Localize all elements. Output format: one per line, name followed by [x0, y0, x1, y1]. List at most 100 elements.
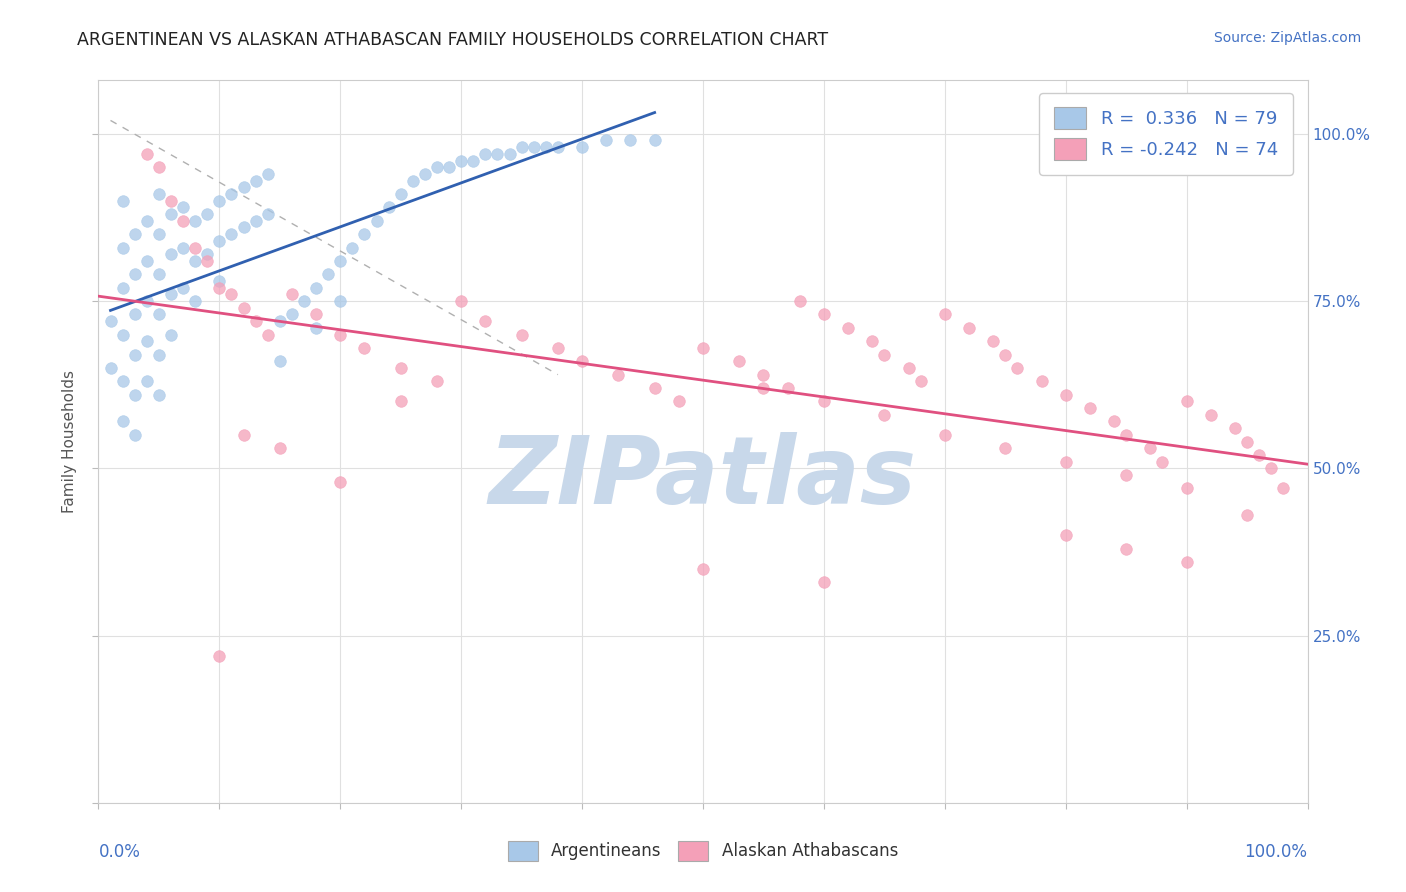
Point	[547, 140, 569, 154]
Point	[292, 294, 315, 309]
Point	[510, 327, 533, 342]
Point	[595, 134, 617, 148]
Point	[437, 161, 460, 175]
Point	[329, 294, 352, 309]
Point	[377, 201, 399, 215]
Point	[281, 287, 304, 301]
Point	[160, 247, 183, 261]
Point	[510, 140, 533, 154]
Point	[1054, 528, 1077, 542]
Point	[981, 334, 1004, 349]
Point	[245, 214, 267, 228]
Point	[1054, 387, 1077, 401]
Point	[402, 173, 425, 188]
Point	[281, 307, 304, 322]
Point	[1223, 421, 1246, 435]
Point	[1199, 408, 1222, 422]
Point	[1175, 482, 1198, 496]
Point	[232, 220, 254, 235]
Point	[172, 241, 194, 255]
Point	[389, 187, 412, 202]
Point	[728, 354, 751, 368]
Point	[184, 254, 207, 268]
Point	[837, 321, 859, 335]
Point	[1175, 394, 1198, 409]
Point	[910, 375, 932, 389]
Point	[692, 341, 714, 355]
Point	[813, 575, 835, 590]
Point	[873, 348, 896, 362]
Point	[450, 153, 472, 168]
Point	[256, 207, 278, 221]
Text: ARGENTINEAN VS ALASKAN ATHABASCAN FAMILY HOUSEHOLDS CORRELATION CHART: ARGENTINEAN VS ALASKAN ATHABASCAN FAMILY…	[77, 31, 828, 49]
Point	[135, 294, 157, 309]
Point	[329, 254, 352, 268]
Point	[668, 394, 690, 409]
Point	[1007, 361, 1029, 376]
Point	[305, 281, 328, 295]
Point	[329, 475, 352, 489]
Point	[148, 227, 170, 242]
Text: 100.0%: 100.0%	[1244, 843, 1308, 861]
Point	[607, 368, 630, 382]
Point	[111, 241, 134, 255]
Point	[776, 381, 799, 395]
Point	[148, 268, 170, 282]
Point	[135, 334, 157, 349]
Text: Source: ZipAtlas.com: Source: ZipAtlas.com	[1213, 31, 1361, 45]
Point	[256, 167, 278, 181]
Point	[1115, 427, 1137, 442]
Point	[329, 327, 352, 342]
Point	[413, 167, 436, 181]
Point	[160, 287, 183, 301]
Point	[172, 214, 194, 228]
Point	[644, 381, 666, 395]
Point	[160, 207, 183, 221]
Point	[813, 307, 835, 322]
Legend: R =  0.336   N = 79, R = -0.242   N = 74: R = 0.336 N = 79, R = -0.242 N = 74	[1039, 93, 1292, 175]
Point	[353, 341, 375, 355]
Point	[111, 327, 134, 342]
Point	[208, 234, 231, 248]
Point	[934, 307, 956, 322]
Point	[135, 375, 157, 389]
Point	[245, 314, 267, 328]
Point	[1152, 455, 1174, 469]
Point	[342, 241, 364, 255]
Point	[1236, 508, 1258, 523]
Point	[111, 194, 134, 208]
Point	[789, 294, 811, 309]
Point	[1260, 461, 1282, 475]
Text: 0.0%: 0.0%	[98, 843, 141, 861]
Point	[135, 147, 157, 161]
Point	[124, 387, 146, 401]
Point	[644, 134, 666, 148]
Y-axis label: Family Households: Family Households	[62, 370, 77, 513]
Point	[523, 140, 546, 154]
Point	[208, 274, 231, 288]
Point	[305, 307, 328, 322]
Point	[232, 180, 254, 194]
Point	[897, 361, 920, 376]
Point	[1175, 555, 1198, 569]
Point	[172, 281, 194, 295]
Point	[111, 281, 134, 295]
Point	[994, 442, 1017, 455]
Point	[100, 314, 122, 328]
Point	[148, 387, 170, 401]
Text: ZIPatlas: ZIPatlas	[489, 432, 917, 524]
Point	[124, 268, 146, 282]
Point	[752, 381, 775, 395]
Point	[534, 140, 557, 154]
Point	[1031, 375, 1053, 389]
Point	[269, 354, 291, 368]
Point	[389, 394, 412, 409]
Point	[1115, 541, 1137, 556]
Point	[184, 214, 207, 228]
Point	[752, 368, 775, 382]
Point	[316, 268, 339, 282]
Point	[619, 134, 641, 148]
Point	[994, 348, 1017, 362]
Point	[124, 427, 146, 442]
Point	[450, 294, 472, 309]
